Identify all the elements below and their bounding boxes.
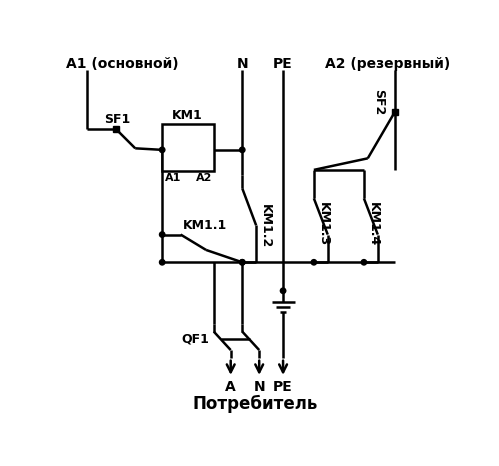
Text: A1: A1 <box>165 173 182 183</box>
Text: KM1.1: KM1.1 <box>183 219 227 232</box>
Circle shape <box>160 232 165 237</box>
Circle shape <box>361 260 367 265</box>
Text: SF1: SF1 <box>104 113 130 125</box>
Text: KM1.2: KM1.2 <box>259 204 272 248</box>
Text: A: A <box>226 380 236 394</box>
Text: A2 (резервный): A2 (резервный) <box>325 57 451 71</box>
Circle shape <box>160 260 165 265</box>
Circle shape <box>240 260 245 265</box>
Text: SF2: SF2 <box>372 89 386 115</box>
Text: KM1.3: KM1.3 <box>316 202 330 246</box>
Text: A2: A2 <box>196 173 212 183</box>
Text: A1 (основной): A1 (основной) <box>66 57 179 71</box>
Text: PE: PE <box>273 380 293 394</box>
Text: N: N <box>237 57 248 71</box>
Text: PE: PE <box>273 57 293 71</box>
Text: N: N <box>253 380 265 394</box>
Circle shape <box>311 260 316 265</box>
Text: Потребитель: Потребитель <box>193 395 318 413</box>
Text: KM1: KM1 <box>172 110 203 123</box>
Circle shape <box>280 288 286 294</box>
Text: QF1: QF1 <box>181 333 209 346</box>
Text: KM1.4: KM1.4 <box>367 202 380 246</box>
Bar <box>162 123 214 171</box>
Circle shape <box>160 147 165 152</box>
Circle shape <box>240 260 245 265</box>
Circle shape <box>240 147 245 152</box>
